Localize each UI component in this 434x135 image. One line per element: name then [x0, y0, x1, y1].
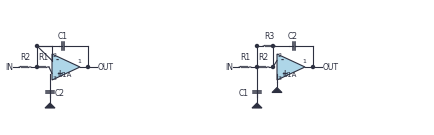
Text: C1: C1 [57, 32, 67, 41]
Text: OUT: OUT [98, 63, 114, 72]
Circle shape [271, 45, 274, 48]
Polygon shape [276, 54, 304, 80]
Text: C2: C2 [287, 32, 297, 41]
Circle shape [255, 65, 258, 68]
Text: 3: 3 [277, 76, 281, 81]
Text: 1: 1 [77, 59, 81, 64]
Text: R2: R2 [257, 53, 267, 62]
Text: R1: R1 [38, 53, 48, 62]
Text: 1: 1 [301, 59, 305, 64]
Text: 3: 3 [53, 76, 57, 81]
Text: 2: 2 [277, 53, 281, 58]
Text: U1A: U1A [282, 72, 296, 78]
Text: -: - [280, 56, 283, 65]
Circle shape [255, 45, 258, 48]
Circle shape [311, 65, 314, 68]
Text: +: + [280, 69, 286, 78]
Text: +: + [56, 69, 62, 78]
Text: OUT: OUT [322, 63, 338, 72]
Circle shape [36, 65, 39, 68]
Text: R1: R1 [240, 53, 250, 62]
Text: R3: R3 [263, 32, 273, 41]
Polygon shape [45, 103, 55, 108]
Circle shape [36, 45, 39, 48]
Text: C1: C1 [238, 89, 248, 97]
Circle shape [86, 65, 89, 68]
Text: R2: R2 [20, 53, 30, 62]
Polygon shape [251, 103, 261, 108]
Circle shape [271, 65, 274, 68]
Polygon shape [52, 54, 80, 80]
Text: C2: C2 [55, 90, 65, 99]
Text: -: - [56, 56, 59, 65]
Polygon shape [271, 87, 281, 92]
Text: 2: 2 [53, 53, 57, 58]
Text: IN: IN [5, 63, 13, 72]
Text: U1A: U1A [57, 72, 72, 78]
Text: IN: IN [224, 63, 233, 72]
